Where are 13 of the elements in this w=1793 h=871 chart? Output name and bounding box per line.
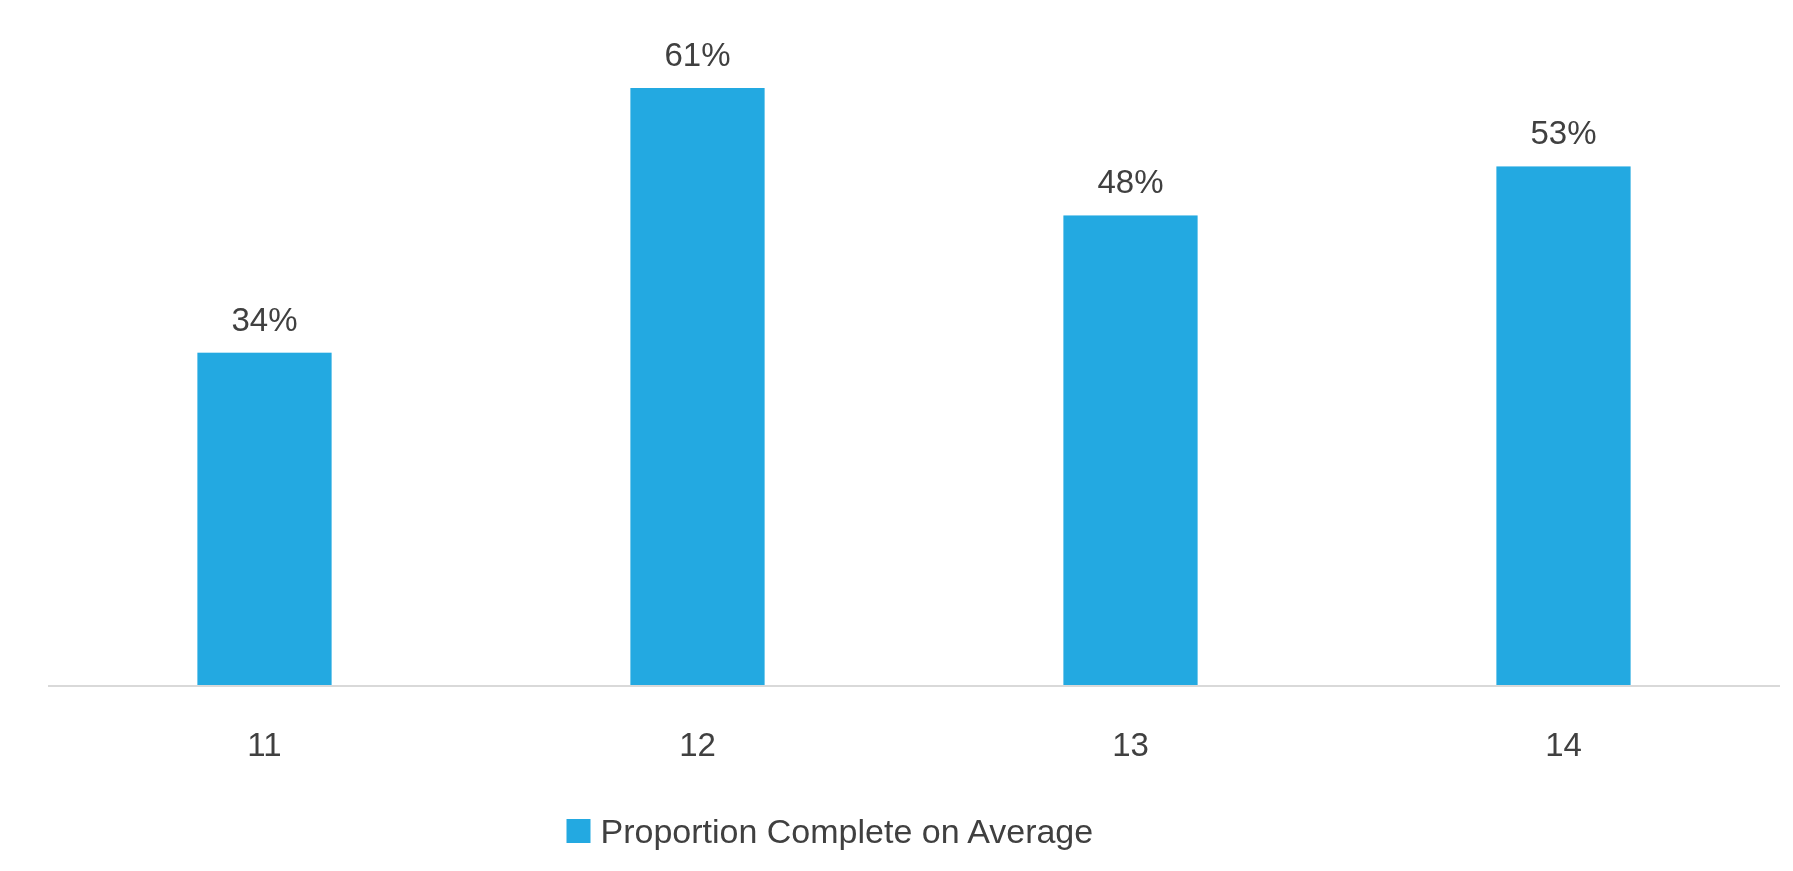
bar [1496,166,1631,686]
data-label: 34% [231,300,298,338]
x-tick-label: 14 [1545,726,1582,763]
bar [1063,215,1198,686]
legend-label: Proportion Complete on Average [600,812,1094,850]
x-tick-label: 13 [1112,726,1149,763]
x-tick-label: 11 [247,726,282,763]
data-label: 48% [1097,163,1164,201]
x-tick-label: 12 [679,726,716,763]
data-label: 53% [1530,114,1597,152]
bar [630,88,765,686]
bar [197,352,332,686]
data-label: 61% [664,36,731,73]
